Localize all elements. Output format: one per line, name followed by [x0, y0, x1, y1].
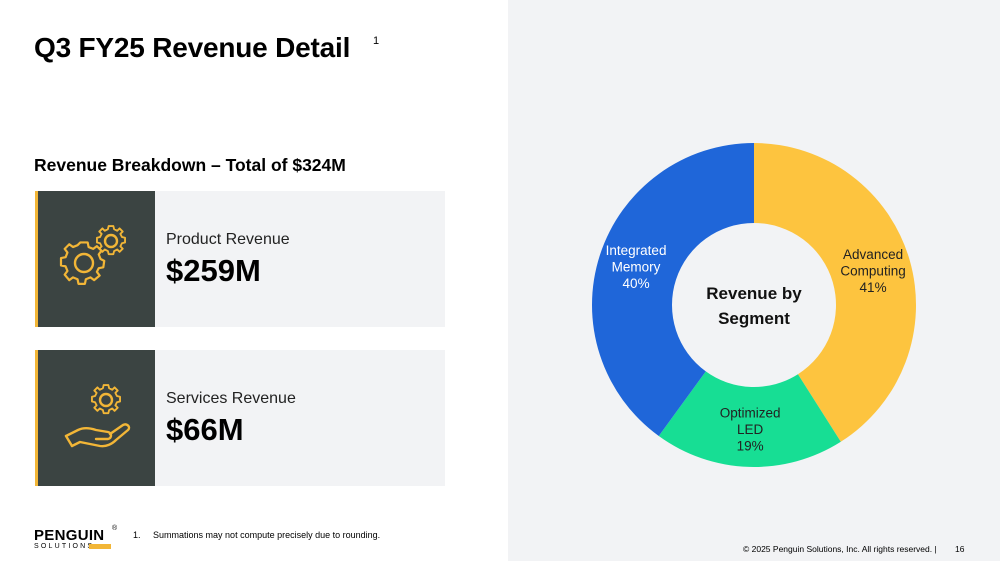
logo-subtitle: SOLUTIONS: [34, 543, 95, 550]
donut-slice-integrated-memory: [592, 143, 754, 437]
services-revenue-value: $66M: [166, 412, 244, 447]
section-heading: Revenue Breakdown – Total of $324M: [34, 155, 346, 175]
logo-accent-bar: [89, 544, 111, 549]
logo-wordmark: PENGUIN: [34, 527, 105, 544]
penguin-solutions-logo: PENGUIN ® SOLUTIONS: [34, 525, 117, 550]
product-revenue-value: $259M: [166, 253, 261, 288]
slice-label-integrated-memory-line-1: Integrated: [606, 243, 667, 258]
page-title: Q3 FY25 Revenue Detail: [34, 32, 351, 63]
slice-label-optimized-led-line-1: Optimized: [720, 405, 781, 420]
services-icon-box: [35, 350, 155, 486]
donut-slice-advanced-computing: [754, 143, 917, 442]
footnote-number: 1.: [133, 530, 141, 540]
product-icon-box: [35, 191, 155, 327]
footnote: 1. Summations may not compute precisely …: [133, 530, 380, 540]
slice-label-integrated-memory-line-2: Memory: [612, 260, 661, 275]
product-revenue-card: Product Revenue $259M: [35, 191, 445, 327]
product-revenue-label: Product Revenue: [166, 231, 290, 248]
chart-panel: [508, 0, 1000, 561]
chart-center-label-line-2: Segment: [718, 309, 790, 328]
slice-label-advanced-computing-line-2: Computing: [840, 263, 905, 278]
footnote-text: Summations may not compute precisely due…: [153, 530, 381, 540]
logo-trademark: ®: [112, 525, 118, 532]
donut-slices: [592, 143, 917, 467]
chart-center-label-line-1: Revenue by: [706, 284, 802, 303]
hand-gear-icon: [64, 384, 131, 448]
slice-label-advanced-computing-line-1: Advanced: [843, 247, 903, 262]
title-footnote-ref: 1: [373, 35, 380, 47]
slice-label-advanced-computing-percent: 41%: [860, 280, 887, 295]
page-number: 16: [955, 544, 965, 554]
donut-slice-optimized-led: [658, 371, 841, 467]
slice-label-integrated-memory-percent: 40%: [623, 276, 650, 291]
services-revenue-card: Services Revenue $66M: [35, 350, 445, 486]
services-revenue-label: Services Revenue: [166, 390, 296, 407]
slice-label-optimized-led-line-2: LED: [737, 422, 764, 437]
slice-label-optimized-led-percent: 19%: [737, 438, 764, 453]
gears-icon: [59, 225, 126, 285]
copyright-text: © 2025 Penguin Solutions, Inc. All right…: [743, 544, 937, 554]
